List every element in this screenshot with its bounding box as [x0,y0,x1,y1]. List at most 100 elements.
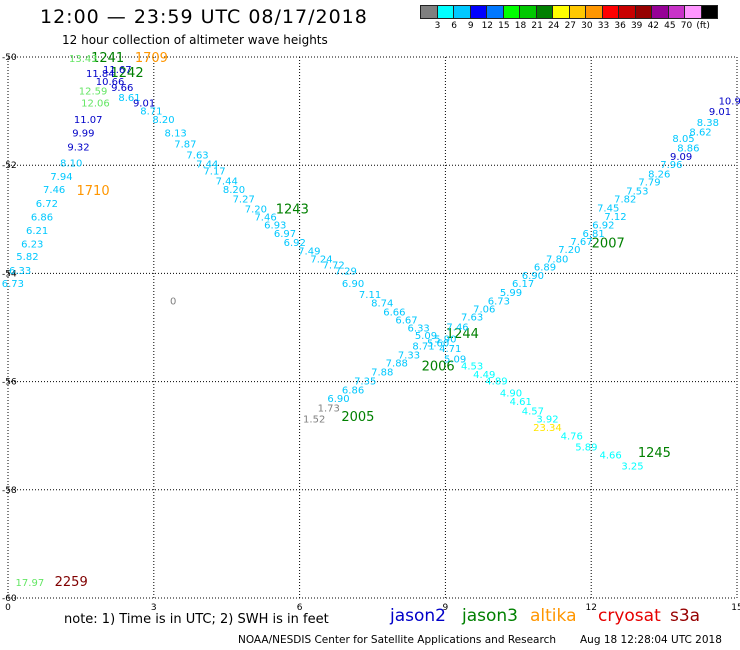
wave-height-label: 7.67 [570,237,592,248]
wave-height-label: 7.96 [660,160,682,171]
wave-height-label: 4.61 [510,397,532,408]
legend-label: 39 [630,21,643,31]
legend-label: 24 [547,21,560,31]
axis-ticks: 0 3 6 9 12 15 -50 -52 -54 -56 -58 -60 [2,53,740,613]
wave-height-label: 7.80 [546,254,568,265]
wave-height-label: 6.86 [31,213,53,224]
wave-height-label: 7.27 [233,195,255,206]
wave-height-label: 7.82 [614,195,636,206]
wave-height-label: 4.53 [461,361,483,372]
legend-label: 6 [451,21,457,31]
wave-height-label: 6.90 [342,279,364,290]
wave-height-label: 8.71 [140,107,162,118]
x-tick-label: 15 [731,603,740,613]
legend-label: 30 [581,21,593,31]
wave-height-label: 7.17 [203,167,225,178]
wave-height-label: 11.67 [103,65,132,76]
wave-height-label: 13.43 [69,54,98,65]
y-tick-label: -52 [2,161,17,171]
wave-height-label: 6.72 [36,199,58,210]
wave-height-label: 7.88 [386,359,408,370]
wave-height-label: 8.62 [689,128,711,139]
color-scale-legend [420,5,718,19]
pass-id-label: 2007 [592,237,625,252]
pass-id-label: 2006 [422,359,455,374]
wave-height-label: 7.29 [335,267,357,278]
wave-height-label: 8.74 [371,299,393,310]
wave-height-label: 7.11 [359,290,381,301]
wave-height-label: 7.94 [50,172,72,183]
wave-height-label: 6.93 [264,221,286,232]
wave-height-label: 4.76 [561,432,583,443]
pass-id-label: 1241 [91,51,124,66]
legend-label: 70 [680,21,693,31]
wave-height-label: 6.33 [408,324,430,335]
wave-height-label: 3.92 [536,414,558,425]
wave-height-label: 7.87 [174,140,196,151]
wave-height-label: 6.73 [488,296,510,307]
wave-height-label: 8.26 [648,169,670,180]
pass-id-label: 1242 [111,66,144,81]
legend-label: (ft) [696,21,710,31]
wave-height-label: 4.71 [439,344,461,355]
wave-height-label: 6.23 [21,240,43,251]
pass-id-label: 2005 [341,410,374,425]
y-tick-label: -56 [2,378,17,388]
wave-height-label: 6.86 [342,386,364,397]
wave-height-label: 5.90 [434,334,456,345]
wave-height-label: 9.99 [72,129,94,140]
wave-height-label: 11.07 [74,115,103,126]
wave-height-label: 7.44 [196,160,218,171]
color-scale-labels: 3 6 9 12 15 18 21 24 27 30 33 36 39 42 45 70 (ft) [420,21,740,33]
credit-timestamp: Aug 18 12:28:04 UTC 2018 [580,634,722,646]
pass-id-label: 1709 [135,51,168,66]
wave-height-label: 4.66 [600,451,622,462]
wave-height-label: 7.45 [597,203,619,214]
wave-height-label: 7.20 [245,204,267,215]
credit-line: NOAA/NESDIS Center for Satellite Applica… [238,634,556,646]
wave-height-label: 6.97 [274,229,296,240]
x-tick-label: 3 [151,603,157,613]
y-tick-label: -60 [2,594,17,604]
x-tick-label: 0 [5,603,11,613]
map-grid [7,56,738,599]
wave-height-label: 3.25 [621,461,643,472]
wave-height-label: 23.34 [533,423,562,434]
wave-height-label: 7.20 [558,245,580,256]
wave-height-label: 6.92 [592,221,614,232]
wave-height-label: 7.35 [354,377,376,388]
y-tick-label: -50 [2,53,17,63]
wave-height-label: 0 [170,296,176,307]
wave-height-label: 7.24 [310,254,332,265]
wave-height-label: 7.44 [216,176,238,187]
wave-height-label: 5.09 [415,331,437,342]
wave-height-label: 5.82 [16,252,38,263]
wave-height-label: 8.05 [672,134,694,145]
wave-height-label: 7.12 [604,212,626,223]
wave-height-label: 7.63 [186,150,208,161]
pass-id-label: 1243 [276,203,309,218]
wave-height-label: 6.21 [26,226,48,237]
wave-height-label: 7.46 [446,322,468,333]
pass-id-label: 1710 [77,184,110,199]
wave-height-label: 6.17 [512,279,534,290]
x-tick-label: 12 [585,603,596,613]
wave-height-label: 11.84 [86,69,115,80]
wave-height-label: 7.33 [398,351,420,362]
y-tick-label: -58 [2,486,17,496]
legend-label: 36 [614,21,626,31]
wave-height-label: 8.71 [412,341,434,352]
satellite-legend-jason2: jason2 [390,606,446,626]
wave-height-label: 9.01 [133,98,155,109]
wave-height-label: 7.06 [473,305,495,316]
wave-height-label: 6.90 [522,271,544,282]
wave-height-label: 8.10 [60,158,82,169]
legend-label: 18 [514,21,527,31]
pass-id-label: 1244 [446,327,479,342]
x-tick-label: 6 [297,603,303,613]
wave-height-label: 4.89 [485,377,507,388]
wave-height-label: 7.63 [461,313,483,324]
x-tick-label: 9 [443,603,449,613]
wave-height-label: 6.66 [383,307,405,318]
